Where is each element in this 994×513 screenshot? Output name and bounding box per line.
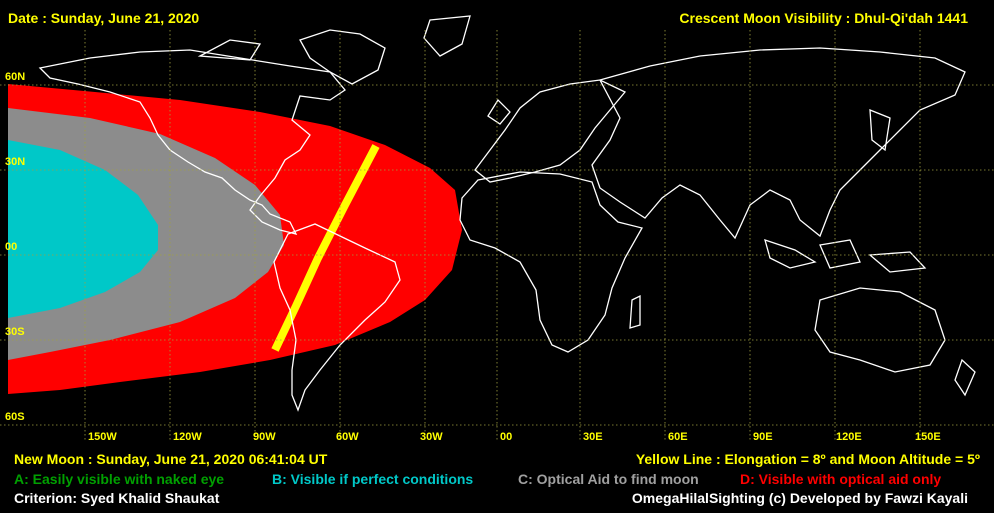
lat-label-60n: 60N (5, 71, 25, 83)
lon-label-120e: 120E (836, 431, 862, 443)
lat-label-60s: 60S (5, 411, 25, 423)
legend-c: C: Optical Aid to find moon (518, 471, 699, 487)
lon-label-150e: 150E (915, 431, 941, 443)
lon-label-150w: 150W (88, 431, 117, 443)
legend-d: D: Visible with optical aid only (740, 471, 942, 487)
chart-title: Crescent Moon Visibility : Dhul-Qi'dah 1… (679, 10, 968, 26)
lon-label-90w: 90W (253, 431, 276, 443)
lat-label-30s: 30S (5, 326, 25, 338)
yellow-line (271, 144, 380, 352)
lon-label-30e: 30E (583, 431, 603, 443)
lon-label-120w: 120W (173, 431, 202, 443)
new-moon-label: New Moon : Sunday, June 21, 2020 06:41:0… (14, 451, 328, 467)
lon-label-60w: 60W (336, 431, 359, 443)
visibility-zones (8, 84, 462, 394)
criterion-label: Criterion: Syed Khalid Shaukat (14, 490, 220, 506)
zone-b-region (8, 140, 158, 318)
date-label: Date : Sunday, June 21, 2020 (8, 10, 200, 26)
lon-label-30w: 30W (420, 431, 443, 443)
legend-a: A: Easily visible with naked eye (14, 471, 225, 487)
coastlines (38, 15, 976, 412)
legend-b: B: Visible if perfect conditions (272, 471, 474, 487)
lon-label-00: 00 (500, 431, 512, 443)
lat-label-00: 00 (5, 241, 17, 253)
credit-label: OmegaHilalSighting (c) Developed by Fawz… (631, 490, 968, 506)
graticule (0, 30, 994, 440)
lat-label-30n: 30N (5, 156, 25, 168)
lon-label-90e: 90E (753, 431, 773, 443)
lon-label-60e: 60E (668, 431, 688, 443)
yellow-line-label: Yellow Line : Elongation = 8º and Moon A… (635, 451, 980, 467)
